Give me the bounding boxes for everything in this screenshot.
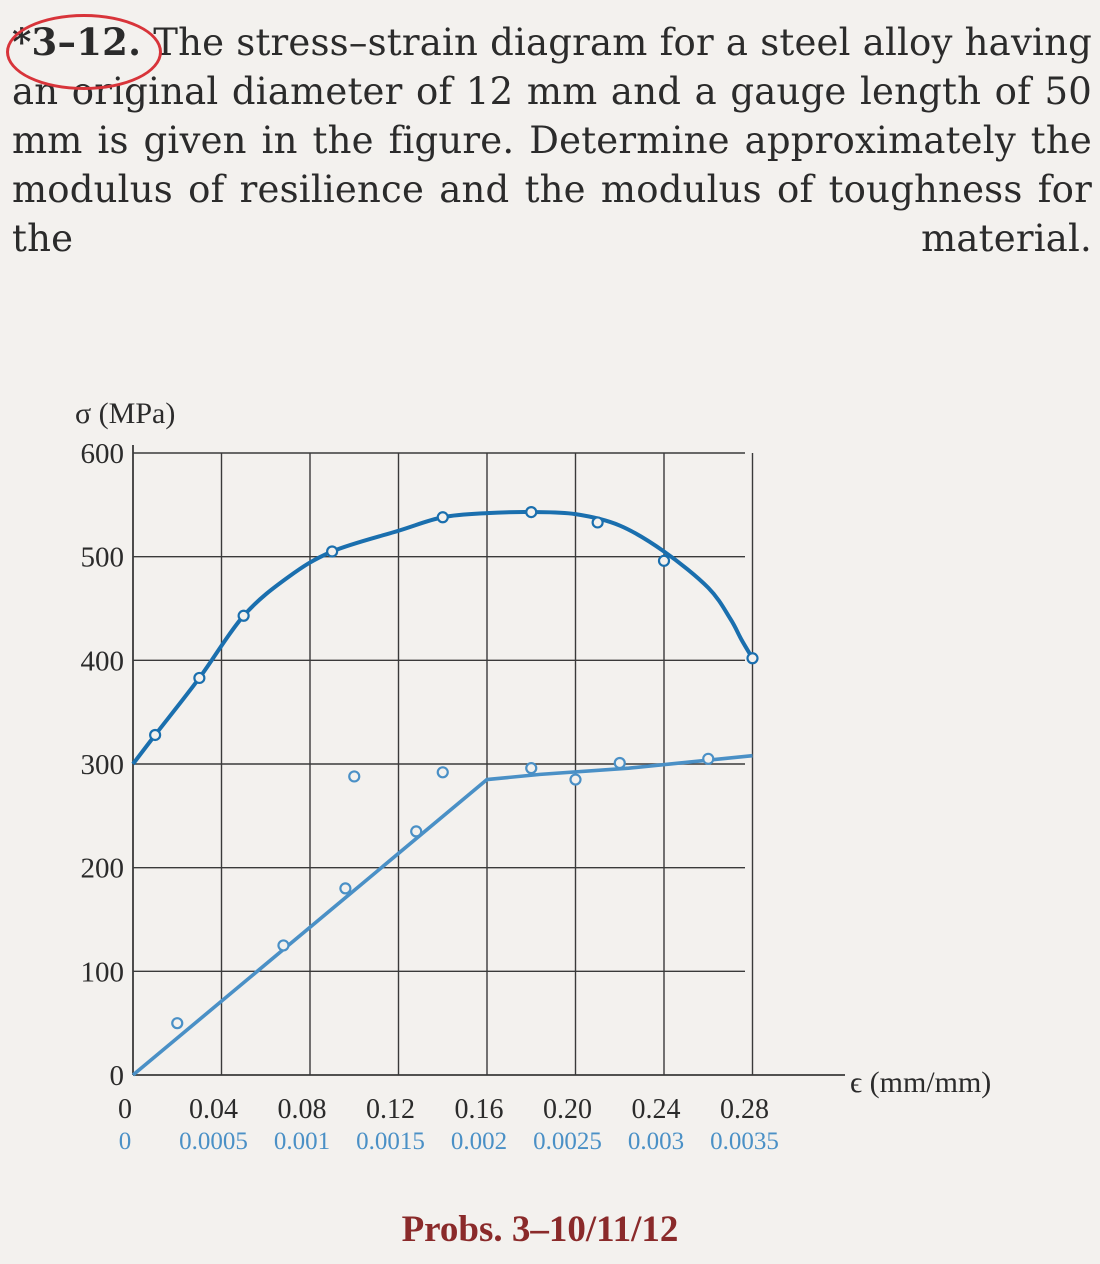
series-layer — [131, 505, 759, 1077]
x-tick-label-upper: 0.12 — [366, 1094, 415, 1125]
problem-statement: *3–12. The stress–strain diagram for a s… — [6, 14, 1092, 263]
lower-curve-point — [613, 756, 626, 770]
lower-curve-point — [525, 762, 538, 775]
y-tick-label: 400 — [81, 645, 125, 677]
figure-caption: Probs. 3–10/11/12 — [401, 1209, 679, 1250]
x-tick-label-lower: 0.003 — [628, 1128, 684, 1155]
x-tick-label-lower: 0.002 — [451, 1128, 507, 1155]
lower-curve-point — [171, 1017, 184, 1030]
upper-curve-point — [193, 671, 206, 685]
y-tick-label: 600 — [81, 438, 125, 470]
y-tick-label: 300 — [81, 749, 125, 781]
y-ticks: 0 100 200 300 400 500 600 — [81, 438, 125, 1092]
x-tick-label-upper: 0.04 — [189, 1094, 238, 1125]
x-tick-label-upper: 0.28 — [720, 1094, 769, 1125]
lower-curve-point — [436, 766, 449, 779]
upper-curve-point — [591, 516, 604, 529]
lower-curve-point — [702, 752, 715, 765]
x-tick-label-upper: 0.08 — [278, 1094, 327, 1125]
x-tick-label-upper: 0.20 — [543, 1094, 592, 1125]
upper-curve-point — [149, 728, 162, 742]
x-axis-label: ϵ (mm/mm) — [850, 1066, 991, 1099]
upper-curve-point — [237, 609, 250, 622]
upper-curve-point — [326, 545, 339, 558]
x-tick-label-upper: 0.16 — [455, 1094, 504, 1125]
x-tick-label-lower: 0 — [119, 1128, 132, 1155]
lower-curve-line — [131, 753, 753, 1077]
lower-curve-point — [348, 770, 361, 783]
x-ticks-upper: 0 0.04 0.08 0.12 0.16 0.20 0.24 0.28 — [118, 1094, 769, 1125]
x-ticks-lower: 0 0.0005 0.001 0.0015 0.002 0.0025 0.003 0.0035 — [119, 1128, 779, 1155]
x-tick-label-lower: 0.001 — [274, 1128, 330, 1155]
problem-text: The stress–strain diagram for a steel al… — [12, 21, 1092, 260]
lower-curve-point — [339, 882, 352, 895]
x-tick-label-lower: 0.0015 — [356, 1128, 425, 1155]
upper-curve-line — [131, 510, 755, 766]
upper-curve-point — [657, 554, 671, 567]
y-tick-label: 200 — [81, 853, 125, 885]
y-tick-label: 500 — [81, 542, 125, 574]
y-axis-label: σ (MPa) — [75, 397, 175, 430]
y-tick-label: 0 — [110, 1060, 125, 1092]
lower-curve-point — [569, 773, 582, 786]
upper-curve-point — [436, 511, 449, 524]
lower-curve-point — [277, 939, 290, 952]
x-tick-label-lower: 0.0005 — [179, 1128, 248, 1155]
y-tick-label: 100 — [81, 956, 125, 988]
grid — [132, 445, 845, 1076]
upper-curve-point — [746, 652, 759, 665]
upper-curve-point — [525, 505, 538, 519]
x-tick-label-lower: 0.0035 — [710, 1128, 779, 1155]
problem-number-text: *3–12. — [12, 20, 142, 64]
x-tick-label-lower: 0.0025 — [533, 1128, 602, 1155]
lower-curve-point — [410, 825, 423, 838]
x-tick-label-upper: 0 — [118, 1094, 132, 1125]
x-tick-label-upper: 0.24 — [632, 1094, 681, 1125]
